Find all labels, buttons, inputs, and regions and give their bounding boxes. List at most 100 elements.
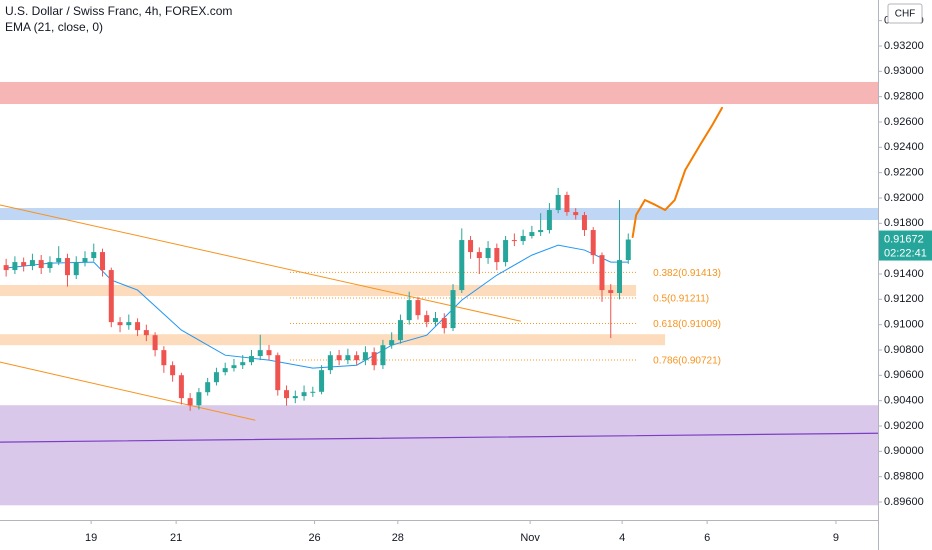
indicator-label: EMA (21, close, 0) [5, 20, 103, 34]
candle-body [319, 370, 325, 392]
candle-body [503, 240, 509, 263]
candle-body [362, 352, 368, 361]
candle-body [538, 230, 544, 233]
y-tick-label: 0.90400 [884, 395, 924, 407]
candle-body [564, 194, 570, 213]
candle-body [266, 350, 272, 356]
candle-body [222, 368, 228, 373]
fib-label: 0.786(0.90721) [653, 356, 721, 367]
candle-body [126, 322, 132, 326]
candle-body [161, 350, 167, 366]
candle-body [389, 340, 395, 346]
candle-body [3, 265, 9, 271]
candle-body [581, 215, 587, 231]
zone [0, 405, 878, 506]
candle-body [406, 300, 412, 321]
x-tick-label: 4 [619, 532, 625, 544]
candle-body [310, 391, 316, 393]
candle-body [380, 345, 386, 366]
candle-body [529, 232, 535, 236]
x-tick-label: Nov [520, 532, 540, 544]
y-tick-label: 0.91200 [884, 293, 924, 305]
candle-body [625, 239, 631, 261]
y-tick-label: 0.90800 [884, 344, 924, 356]
zone [0, 285, 637, 297]
candle-body [555, 194, 561, 211]
x-tick-label: 21 [170, 532, 182, 544]
y-tick-label: 0.92000 [884, 192, 924, 204]
candle-body [38, 260, 44, 269]
y-tick-label: 0.90200 [884, 420, 924, 432]
candle-body [573, 212, 579, 216]
candle-body [476, 252, 482, 259]
x-tick-label: 28 [392, 532, 404, 544]
candle-body [12, 262, 18, 271]
candle-body [91, 252, 97, 259]
candle-body [397, 320, 403, 341]
y-tick-label: 0.92200 [884, 167, 924, 179]
x-tick-label: 9 [833, 532, 839, 544]
candle-body [520, 235, 526, 242]
candle-body [205, 382, 211, 393]
candle-body [73, 262, 79, 276]
candle-body [450, 290, 456, 329]
candle-body [21, 262, 27, 267]
candle-body [108, 270, 114, 323]
y-tick-label: 0.89600 [884, 496, 924, 508]
y-tick-label: 0.90000 [884, 445, 924, 457]
candle-body [196, 392, 202, 406]
candle-body [292, 396, 298, 399]
x-tick-label: 26 [308, 532, 320, 544]
fib-label: 0.5(0.91211) [653, 294, 709, 305]
x-tick-label: 19 [85, 532, 97, 544]
y-tick-label: 0.89800 [884, 471, 924, 483]
candle-body [468, 240, 474, 253]
candle-body [424, 315, 430, 323]
candle-body [345, 355, 351, 361]
candle-body [100, 252, 106, 271]
candle-body [29, 260, 35, 267]
candle-body [301, 392, 307, 397]
y-tick-label: 0.92800 [884, 91, 924, 103]
fib-label: 0.618(0.91009) [653, 319, 721, 330]
y-tick-label: 0.91000 [884, 319, 924, 331]
candle-body [415, 300, 421, 316]
candle-body [178, 375, 184, 399]
candle-body [213, 372, 219, 383]
candle-body [608, 290, 614, 293]
candle-body [590, 230, 596, 256]
candle-body [152, 335, 158, 351]
x-tick-label: 6 [704, 532, 710, 544]
candle-body [284, 390, 290, 399]
currency-label: CHF [895, 9, 916, 20]
y-tick-label: 0.93200 [884, 40, 924, 52]
candle-body [170, 365, 176, 376]
y-tick-label: 0.91800 [884, 217, 924, 229]
currency-box [887, 3, 923, 24]
last-price-label: 0.91672 [884, 233, 924, 245]
candle-body [494, 248, 500, 263]
candle-body [327, 355, 333, 371]
candle-body [354, 355, 360, 361]
candle-body [240, 362, 246, 366]
fib-label: 0.382(0.91413) [653, 268, 721, 279]
candle-body [135, 322, 141, 331]
candle-body [143, 330, 149, 336]
y-tick-label: 0.92400 [884, 141, 924, 153]
trend-line [0, 204, 521, 322]
candle-body [599, 255, 605, 291]
zone [0, 81, 878, 104]
candle-body [371, 352, 377, 366]
y-tick-label: 0.92600 [884, 116, 924, 128]
plot-area: 0.382(0.91413) 0.5(0.91211) 0.618(0.91009)… [0, 81, 879, 506]
candle-body [47, 262, 53, 269]
candle-body [432, 318, 438, 323]
y-tick-label: 0.93000 [884, 65, 924, 77]
candle-body [248, 356, 254, 363]
candle-body [485, 248, 491, 259]
candle-body [82, 258, 88, 263]
y-tick-label: 0.91400 [884, 268, 924, 280]
candle-body [257, 350, 263, 357]
candle-body [275, 355, 281, 391]
